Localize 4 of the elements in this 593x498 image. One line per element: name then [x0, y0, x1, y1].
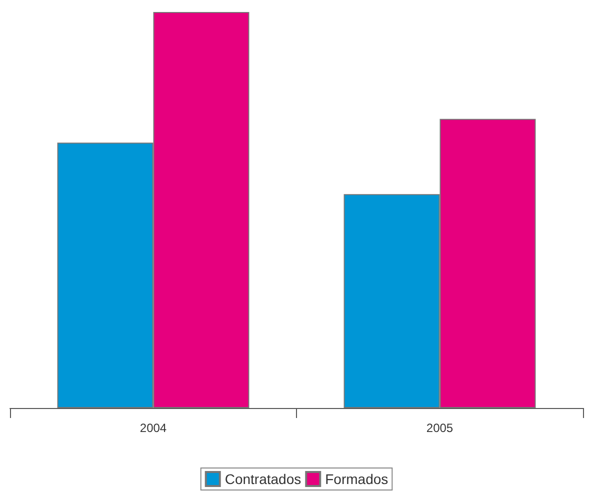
legend-label: Contratados [224, 471, 302, 487]
x-tick-label: 2005 [426, 421, 454, 435]
legend-label: Formados [325, 471, 388, 487]
x-tick-label: 2004 [140, 421, 167, 435]
